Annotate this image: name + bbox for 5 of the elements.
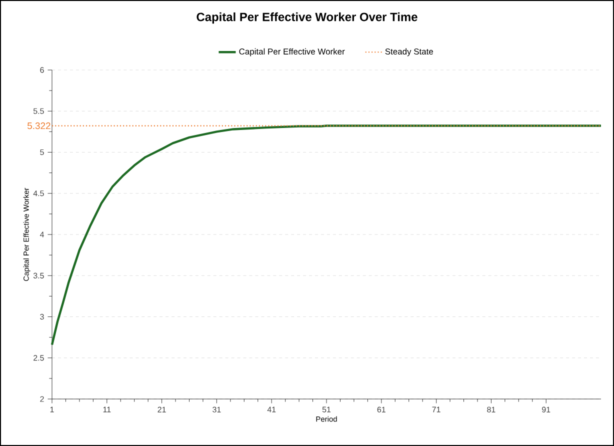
annotation: 5.322 bbox=[27, 122, 50, 130]
legend-label: Capital Per Effective Worker bbox=[239, 48, 345, 56]
chart-title: Capital Per Effective Worker Over Time bbox=[196, 12, 418, 24]
legend-label: Steady State bbox=[385, 48, 433, 56]
line-series bbox=[50, 124, 602, 346]
